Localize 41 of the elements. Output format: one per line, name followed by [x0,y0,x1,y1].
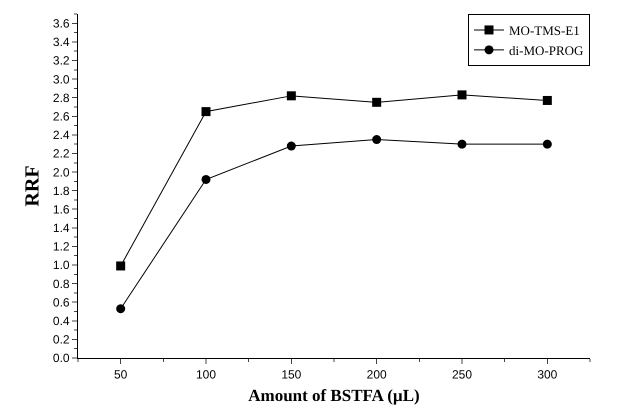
point [458,140,466,149]
point [286,91,296,100]
y-axis-title: RRF [21,165,44,207]
y-tick-label: 1.4 [52,221,70,236]
point [372,135,382,144]
y-tick-label: 3.0 [52,72,70,86]
x-tick-label: 300 [537,367,558,382]
y-tick-label: 2.2 [52,146,70,161]
point [116,261,126,270]
x-tick-label: 250 [452,367,472,382]
point [286,142,296,151]
point [458,90,466,100]
y-tick-label: 3.2 [52,54,70,68]
y-tick-label: 3.4 [52,35,70,50]
legend-label: di-MO-PROG [509,42,584,58]
x-axis-title: Amount of BSTFA (µL) [248,386,420,405]
point [116,304,126,314]
y-tick-label: 1.0 [52,258,70,272]
legend-label: MO-TMS-E1 [509,23,580,38]
y-tick-label: 0.4 [52,314,70,328]
y-tick-label: 1.2 [52,240,70,254]
y-tick-label: 1.6 [52,202,70,216]
y-tick-label: 2.4 [52,128,70,142]
y-tick-label: 2.8 [52,90,70,105]
y-tick-label: 3.6 [52,16,70,30]
y-tick-label: 1.8 [52,184,70,198]
point [202,107,210,116]
y-tick-label: 0.0 [52,351,70,366]
point [372,98,382,107]
point [202,174,210,184]
y-tick-label: 2.0 [52,165,70,180]
x-tick-label: 50 [114,367,128,382]
point [542,140,552,149]
y-tick-label: 0.2 [52,332,70,347]
y-tick-label: 0.6 [52,295,70,310]
y-tick-label: 2.6 [52,109,70,124]
y-tick-label: 0.8 [52,276,70,291]
x-tick-label: 100 [196,367,216,382]
point [542,96,552,105]
x-tick-label: 200 [366,367,387,382]
x-tick-label: 150 [281,367,302,382]
